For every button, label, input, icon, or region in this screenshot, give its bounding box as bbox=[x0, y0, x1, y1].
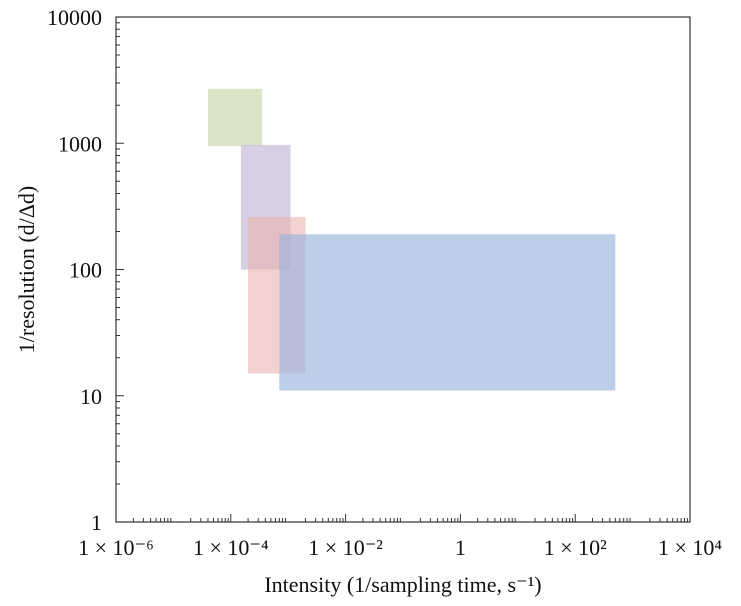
y-tick-label: 10 bbox=[80, 384, 102, 409]
x-axis-label: Intensity (1/sampling time, s⁻¹) bbox=[264, 572, 541, 597]
y-axis-label: 1/resolution (d/Δd) bbox=[14, 186, 39, 354]
y-tick-label: 1 bbox=[91, 510, 102, 535]
x-tick-label: 1 × 10⁻² bbox=[308, 535, 383, 560]
region-4 bbox=[279, 234, 616, 391]
regions-layer bbox=[207, 88, 616, 391]
x-tick-label: 1 × 10⁻⁶ bbox=[78, 535, 154, 560]
ticks-layer: 1 × 10⁻⁶ 1 × 10⁻⁴ 1 × 10⁻² 1 1 × 10² 1 × 10⁴ 1… bbox=[47, 5, 722, 560]
y-tick-label: 10000 bbox=[47, 5, 102, 30]
x-tick-label: 1 × 10⁴ bbox=[658, 535, 722, 560]
x-tick-label: 1 bbox=[455, 535, 466, 560]
region-1 bbox=[207, 88, 263, 147]
x-tick-label: 1 × 10⁻⁴ bbox=[193, 535, 269, 560]
x-tick-label: 1 × 10² bbox=[544, 535, 607, 560]
y-tick-label: 1000 bbox=[58, 131, 102, 156]
y-tick-label: 100 bbox=[69, 258, 102, 283]
